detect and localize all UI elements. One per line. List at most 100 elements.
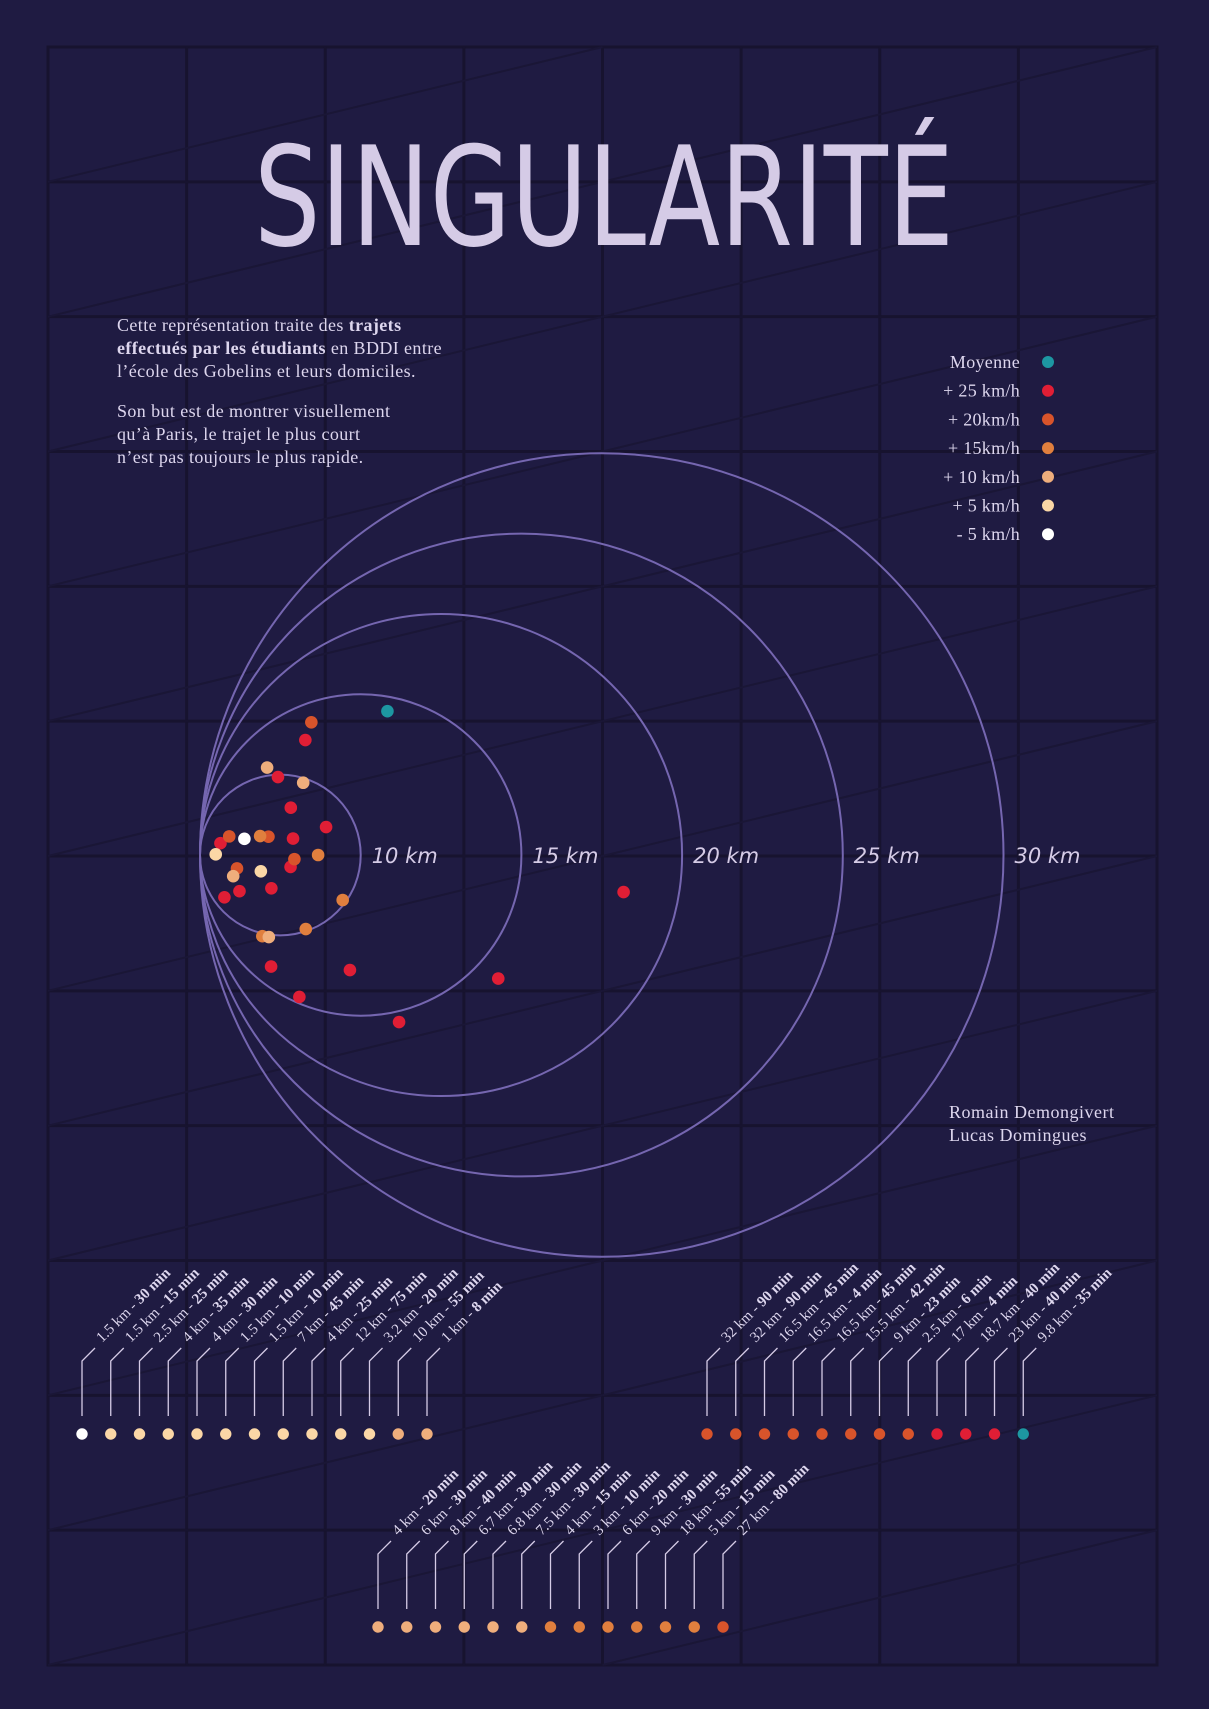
trip-connector xyxy=(368,1347,383,1416)
trip-point xyxy=(284,801,298,815)
trip-point xyxy=(343,963,357,977)
trip-dot xyxy=(573,1621,585,1633)
trip-dot xyxy=(730,1428,742,1440)
trip-dot xyxy=(873,1428,886,1440)
trip-connector xyxy=(253,1347,268,1416)
credits: Romain Demongivert Lucas Domingues xyxy=(949,1102,1114,1145)
grid-diagonal xyxy=(47,855,603,992)
ring-label: 15 km xyxy=(532,844,598,868)
trip-dot xyxy=(458,1621,470,1633)
trip-connector xyxy=(936,1347,951,1416)
legend-swatch xyxy=(1042,356,1054,368)
trip-point xyxy=(260,761,274,774)
trip-dot xyxy=(162,1428,174,1440)
ring-label: 25 km xyxy=(854,844,920,868)
legend-label: - 5 km/h xyxy=(957,524,1020,544)
grid-diagonal xyxy=(47,1259,603,1397)
trip-dot xyxy=(845,1428,857,1440)
trip-connector xyxy=(434,1540,449,1609)
trip-dot xyxy=(392,1428,404,1440)
trip-connector xyxy=(406,1540,421,1609)
grid-diagonal xyxy=(47,180,603,318)
grid-diagonal xyxy=(47,46,603,183)
trip-points xyxy=(209,704,630,1029)
trip-connector xyxy=(397,1347,412,1416)
trip-dot xyxy=(701,1428,713,1440)
trip-point xyxy=(265,881,278,895)
trip-point xyxy=(319,820,333,834)
legend-label: + 20km/h xyxy=(948,409,1020,429)
trip-dot xyxy=(631,1621,643,1633)
trip-connector xyxy=(965,1347,980,1416)
grid-diagonal xyxy=(602,1124,1158,1262)
grid-diagonal xyxy=(602,1529,1158,1666)
trip-point xyxy=(392,1015,406,1029)
trip-connector xyxy=(578,1540,593,1609)
page-title: SINGULARITÉ xyxy=(254,117,954,278)
trip-dot xyxy=(401,1621,413,1633)
trip-dot xyxy=(717,1621,729,1633)
trip-point xyxy=(253,829,267,843)
trip-point xyxy=(209,848,223,861)
trip-dot xyxy=(335,1428,347,1440)
distance-rings xyxy=(198,452,1005,1258)
trip-connector xyxy=(722,1540,737,1609)
intro-paragraph-1-line: effectués par les étudiants en BDDI entr… xyxy=(117,338,442,358)
legend-swatch xyxy=(1042,528,1054,541)
trip-dot xyxy=(931,1428,943,1440)
trip-dot xyxy=(816,1428,828,1440)
trip-point xyxy=(305,715,318,729)
trip-point xyxy=(262,930,276,944)
grid-diagonal xyxy=(602,46,1158,183)
intro-segment: Son but est de montrer visuellement xyxy=(117,401,390,421)
grid-diagonal xyxy=(602,585,1158,723)
trip-connector xyxy=(636,1540,651,1609)
trip-point xyxy=(264,960,278,973)
grid-diagonal xyxy=(602,450,1158,588)
grid-diagonal xyxy=(47,1124,603,1262)
trip-point xyxy=(299,922,313,936)
trip-connector xyxy=(821,1347,836,1416)
trip-connector xyxy=(763,1347,778,1416)
trip-dot xyxy=(248,1428,261,1440)
trip-dot xyxy=(659,1621,672,1633)
intro-segment: trajets xyxy=(349,315,402,335)
intro-segment: effectués par les étudiants xyxy=(117,338,326,358)
credit-name: Lucas Domingues xyxy=(949,1125,1087,1145)
trip-dot xyxy=(76,1428,88,1440)
trip-connector xyxy=(196,1347,211,1416)
trip-connector xyxy=(521,1540,536,1609)
trip-connector xyxy=(878,1347,893,1416)
legend-label: + 10 km/h xyxy=(943,467,1020,487)
trip-connector xyxy=(282,1347,297,1416)
trip-connector xyxy=(110,1347,125,1416)
legend-swatch xyxy=(1042,413,1054,426)
trip-connector xyxy=(463,1540,478,1609)
intro-paragraph-2-line: qu’à Paris, le trajet le plus court xyxy=(117,424,360,444)
trip-dot xyxy=(306,1428,318,1440)
grid-diagonal xyxy=(602,989,1158,1127)
legend-swatch xyxy=(1042,499,1054,512)
grid-diagonal xyxy=(602,1259,1158,1397)
trip-dot xyxy=(363,1428,376,1440)
grid-diagonal xyxy=(602,180,1158,318)
trip-connector xyxy=(377,1540,392,1609)
ring-label: 10 km xyxy=(372,844,438,868)
trip-point xyxy=(617,885,630,899)
ring-labels: 10 km 15 km 20 km 25 km 30 km xyxy=(372,844,1081,868)
grid-diagonal xyxy=(602,720,1158,857)
trip-dot xyxy=(133,1428,146,1440)
trip-point xyxy=(288,852,301,866)
intro-paragraph-2-line: Son but est de montrer visuellement xyxy=(117,401,390,421)
trip-point xyxy=(238,832,251,846)
trip-point xyxy=(286,832,300,845)
trip-dot xyxy=(1017,1428,1029,1440)
trip-point xyxy=(218,890,231,904)
trip-duration: 80 min xyxy=(770,1460,813,1503)
trip-connector xyxy=(138,1347,153,1416)
credit-name: Romain Demongivert xyxy=(949,1102,1114,1122)
